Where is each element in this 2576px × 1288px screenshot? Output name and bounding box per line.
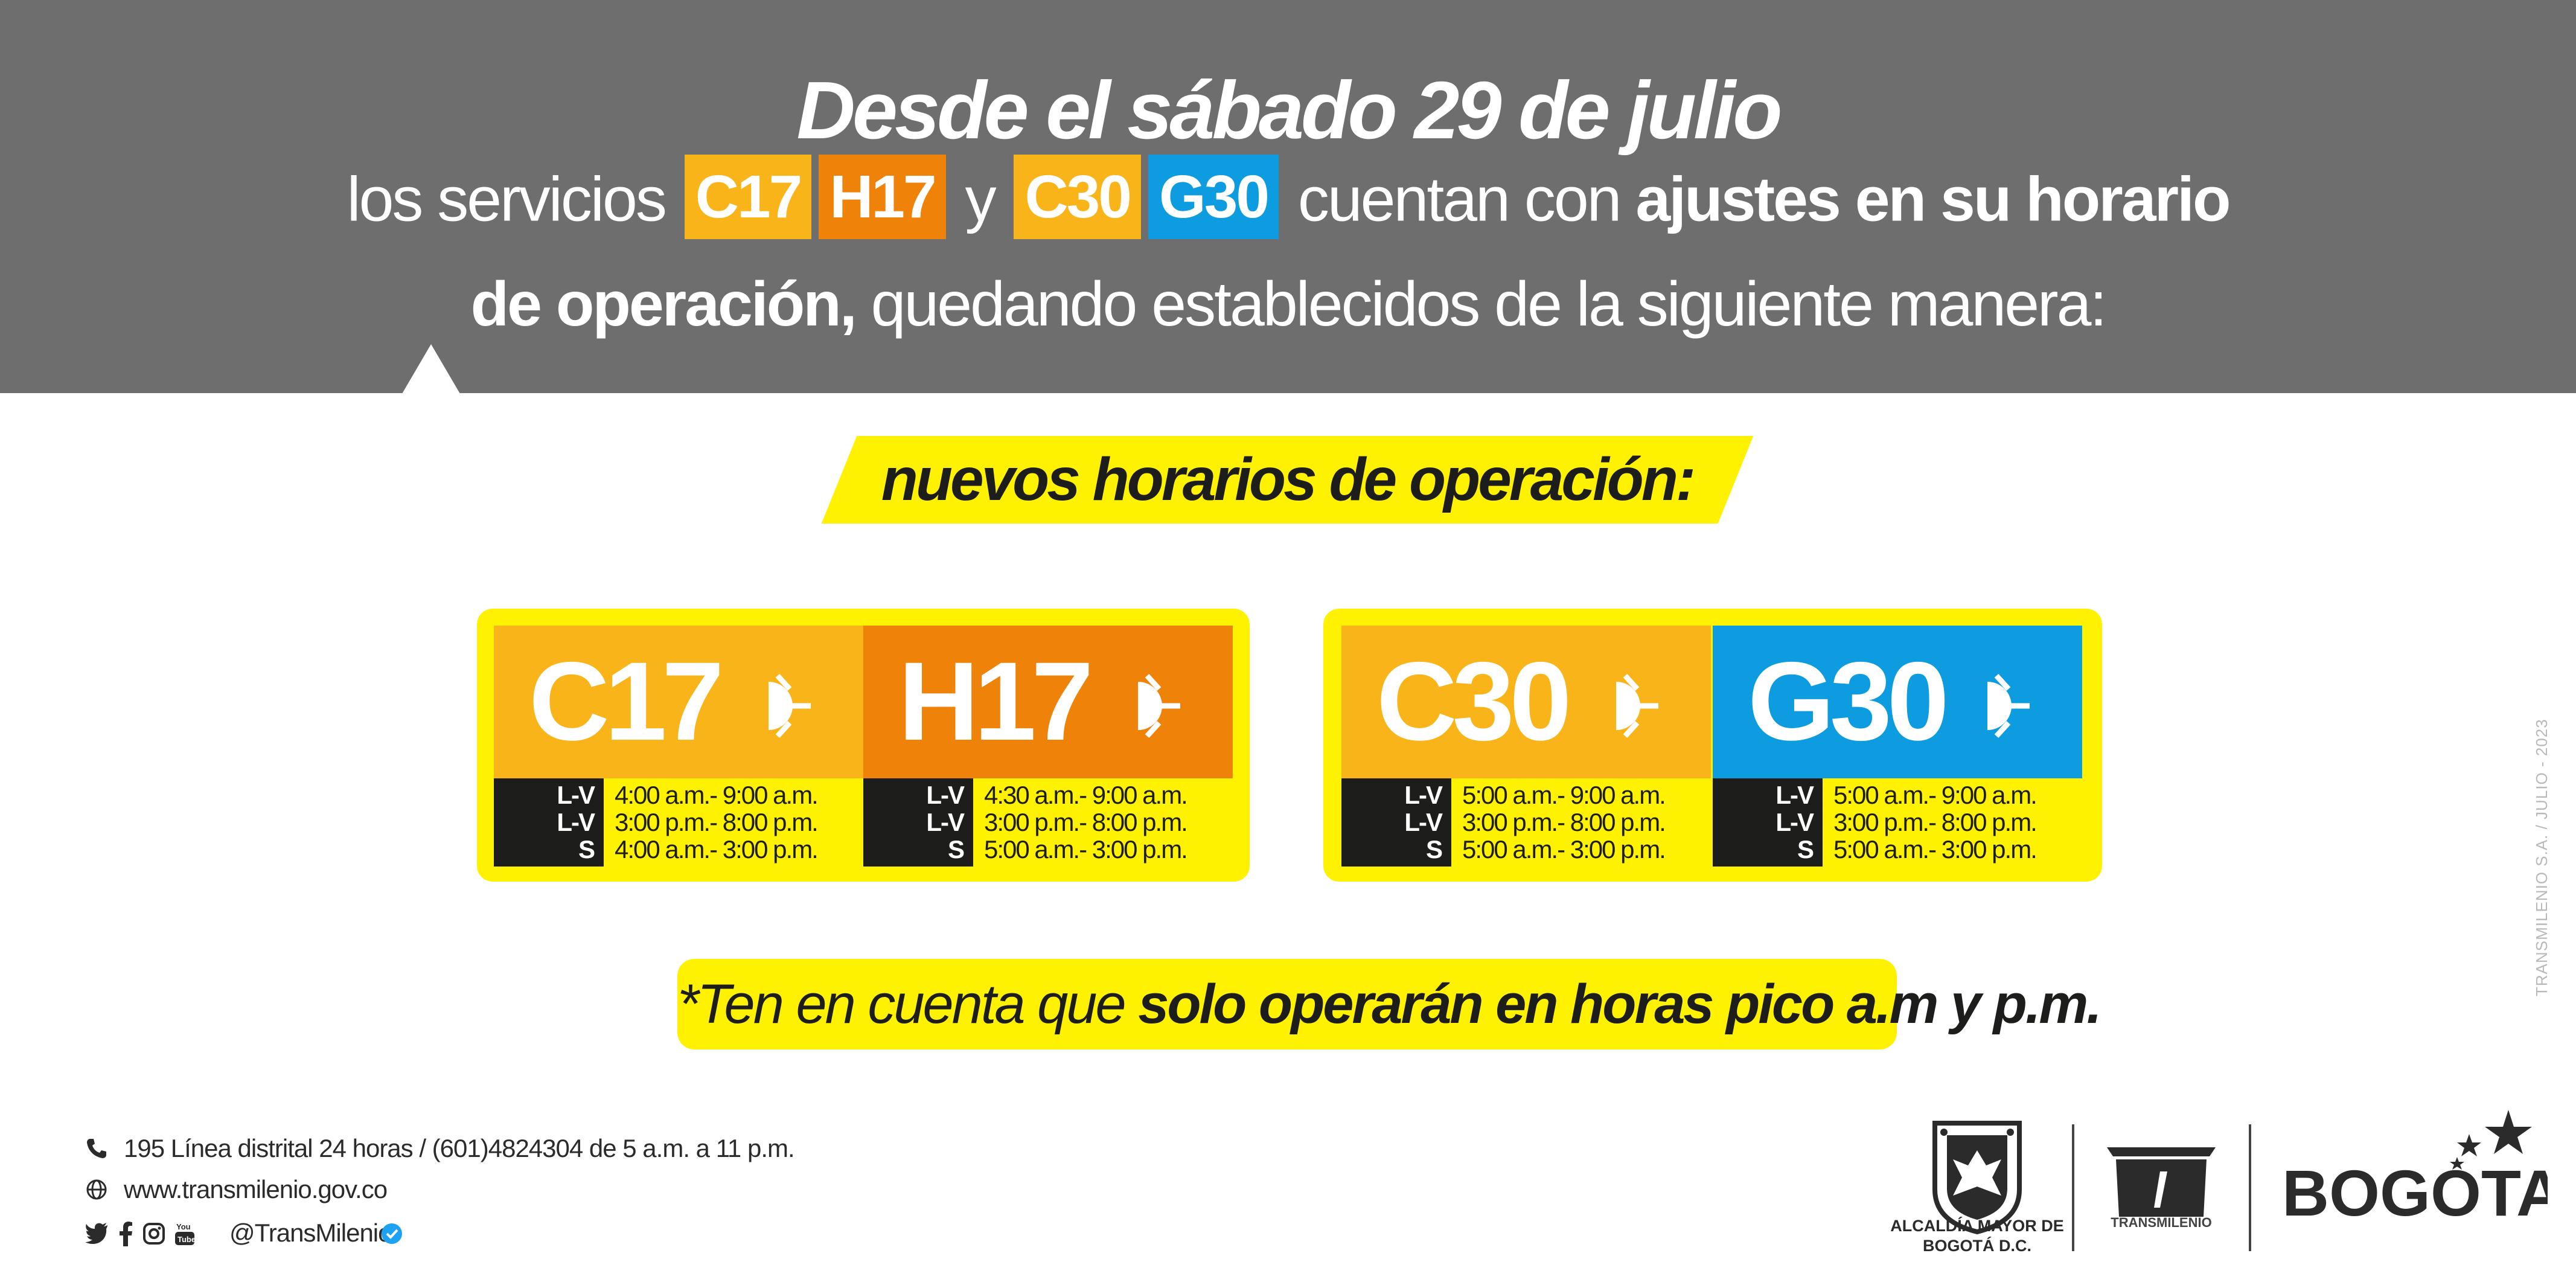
route-chip-c30: C30: [1014, 155, 1141, 239]
time-range: 3:00 p.m.- 8:00 p.m.: [1833, 808, 2037, 836]
route-panel-h17: H17 L-V L-V S 4:30 a.m.- 9:00 a.m. 3:00 …: [863, 626, 1233, 867]
phone-line: 195 Línea distrital 24 horas / (601)4824…: [124, 1134, 795, 1162]
route-chip-g30: G30: [1148, 155, 1279, 239]
route-code: G30: [1748, 639, 1949, 764]
days-column: L-V L-V S: [863, 778, 973, 867]
social-icons: You Tube: [85, 1221, 229, 1248]
route-chip-c17: C17: [684, 155, 812, 239]
alcaldia-logo-text: ALCALDÍA MAYOR DE BOGOTÁ D.C.: [1890, 1217, 2064, 1255]
days-label: L-V: [1775, 808, 1814, 836]
peak-hours-note: *Ten en cuenta que solo operarán en hora…: [677, 959, 2102, 1049]
announcement-bold-2: de operación,: [470, 269, 857, 339]
time-range: 5:00 a.m.- 3:00 p.m.: [984, 835, 1188, 863]
sun-rise-icon: [1138, 673, 1180, 739]
days-label: S: [1797, 835, 1814, 863]
logo-divider: [2249, 1124, 2251, 1251]
route-code: C30: [1376, 639, 1571, 764]
announcement-rest: quedando establecidos de la siguiente ma…: [871, 269, 2108, 339]
facebook-icon[interactable]: [118, 1221, 133, 1246]
days-label: L-V: [1404, 781, 1443, 809]
days-label: L-V: [557, 781, 595, 809]
days-label: L-V: [926, 808, 965, 836]
days-label: S: [947, 835, 965, 863]
instagram-icon[interactable]: [142, 1222, 165, 1245]
schedule-card-c17-h17: C17 L-V L-V S 4:00 a.m.- 9:00 a.m. 3:00 …: [477, 609, 1250, 882]
route-panel-c17: C17 L-V L-V S 4:00 a.m.- 9:00 a.m. 3:00 …: [494, 626, 863, 867]
time-range: 4:30 a.m.- 9:00 a.m.: [984, 781, 1188, 809]
schedule-table: L-V L-V S 4:00 a.m.- 9:00 a.m. 3:00 p.m.…: [494, 778, 863, 867]
note-prefix: *Ten en cuenta que: [677, 973, 1127, 1035]
svg-text:BOGOTA: BOGOTA: [2282, 1156, 2548, 1229]
schedule-card-c30-g30: C30 L-V L-V S 5:00 a.m.- 9:00 a.m. 3:00 …: [1323, 609, 2102, 882]
sun-rise-icon: [1616, 673, 1658, 739]
logo-divider: [2072, 1124, 2074, 1251]
schedule-table: L-V L-V S 5:00 a.m.- 9:00 a.m. 3:00 p.m.…: [1713, 778, 2082, 867]
time-range: 3:00 p.m.- 8:00 p.m.: [1462, 808, 1666, 836]
twitter-icon[interactable]: [85, 1222, 109, 1244]
announcement-line-2: de operación, quedando establecidos de l…: [0, 269, 2576, 341]
days-label: L-V: [557, 808, 595, 836]
announcement-line-1: los servicios C17 H17 y C30 G30 cuentan co…: [0, 155, 2576, 246]
header-band: [0, 0, 2576, 393]
time-range: 3:00 p.m.- 8:00 p.m.: [984, 808, 1188, 836]
days-label: L-V: [1775, 781, 1814, 809]
time-range: 4:00 a.m.- 9:00 a.m.: [615, 781, 819, 809]
bogota-logo: BOGOTA: [2282, 1110, 2548, 1229]
header-notch: [402, 344, 460, 394]
days-label: S: [1425, 835, 1443, 863]
days-label: L-V: [1404, 808, 1443, 836]
announcement-bold: ajustes en su horario: [1635, 164, 2231, 235]
days-label: S: [578, 835, 595, 863]
social-handle[interactable]: @TransMilenio: [229, 1219, 392, 1247]
time-range: 3:00 p.m.- 8:00 p.m.: [615, 808, 819, 836]
announcement-conjunction: y: [965, 164, 997, 235]
transmilenio-logo-text: TRANSMILENIO: [2111, 1215, 2212, 1230]
globe-icon: [86, 1179, 107, 1200]
sun-rise-icon: [1987, 673, 2030, 739]
route-code: H17: [898, 639, 1093, 764]
route-chip-h17: H17: [819, 155, 946, 239]
time-range: 5:00 a.m.- 9:00 a.m.: [1833, 781, 2037, 809]
time-range: 5:00 a.m.- 3:00 p.m.: [1833, 835, 2037, 863]
verified-icon: [382, 1223, 402, 1244]
transmilenio-logo: [2107, 1147, 2216, 1217]
days-column: L-V L-V S: [1713, 778, 1823, 867]
note-bold: solo operarán en horas pico a.m y p.m.: [1138, 973, 2102, 1035]
sun-rise-icon: [769, 673, 811, 739]
time-range: 5:00 a.m.- 3:00 p.m.: [1462, 835, 1666, 863]
route-panel-c30: C30 L-V L-V S 5:00 a.m.- 9:00 a.m. 3:00 …: [1341, 626, 1711, 867]
announcement-prefix: los servicios: [347, 164, 666, 235]
schedule-table: L-V L-V S 5:00 a.m.- 9:00 a.m. 3:00 p.m.…: [1341, 778, 1711, 867]
subtitle-banner-text: nuevos horarios de operación:: [881, 446, 1696, 513]
days-label: L-V: [926, 781, 965, 809]
svg-text:Tube: Tube: [177, 1235, 196, 1244]
days-column: L-V L-V S: [1341, 778, 1451, 867]
credit-text: TRANSMILENIO S.A. / JULIO - 2023: [2533, 719, 2551, 996]
alcaldia-shield-logo: [1932, 1121, 2022, 1235]
phone-icon: [87, 1139, 106, 1158]
schedule-table: L-V L-V S 4:30 a.m.- 9:00 a.m. 3:00 p.m.…: [863, 778, 1233, 867]
days-column: L-V L-V S: [494, 778, 604, 867]
time-range: 4:00 a.m.- 3:00 p.m.: [615, 835, 819, 863]
time-range: 5:00 a.m.- 9:00 a.m.: [1462, 781, 1666, 809]
youtube-icon[interactable]: You Tube: [174, 1221, 196, 1246]
headline: Desde el sábado 29 de julio: [796, 65, 1782, 156]
website-link[interactable]: www.transmilenio.gov.co: [124, 1175, 388, 1203]
announcement-middle: cuentan con: [1297, 164, 1622, 235]
route-panel-g30: G30 L-V L-V S 5:00 a.m.- 9:00 a.m. 3:00 …: [1713, 626, 2082, 867]
svg-text:You: You: [176, 1222, 191, 1231]
route-code: C17: [529, 639, 724, 764]
